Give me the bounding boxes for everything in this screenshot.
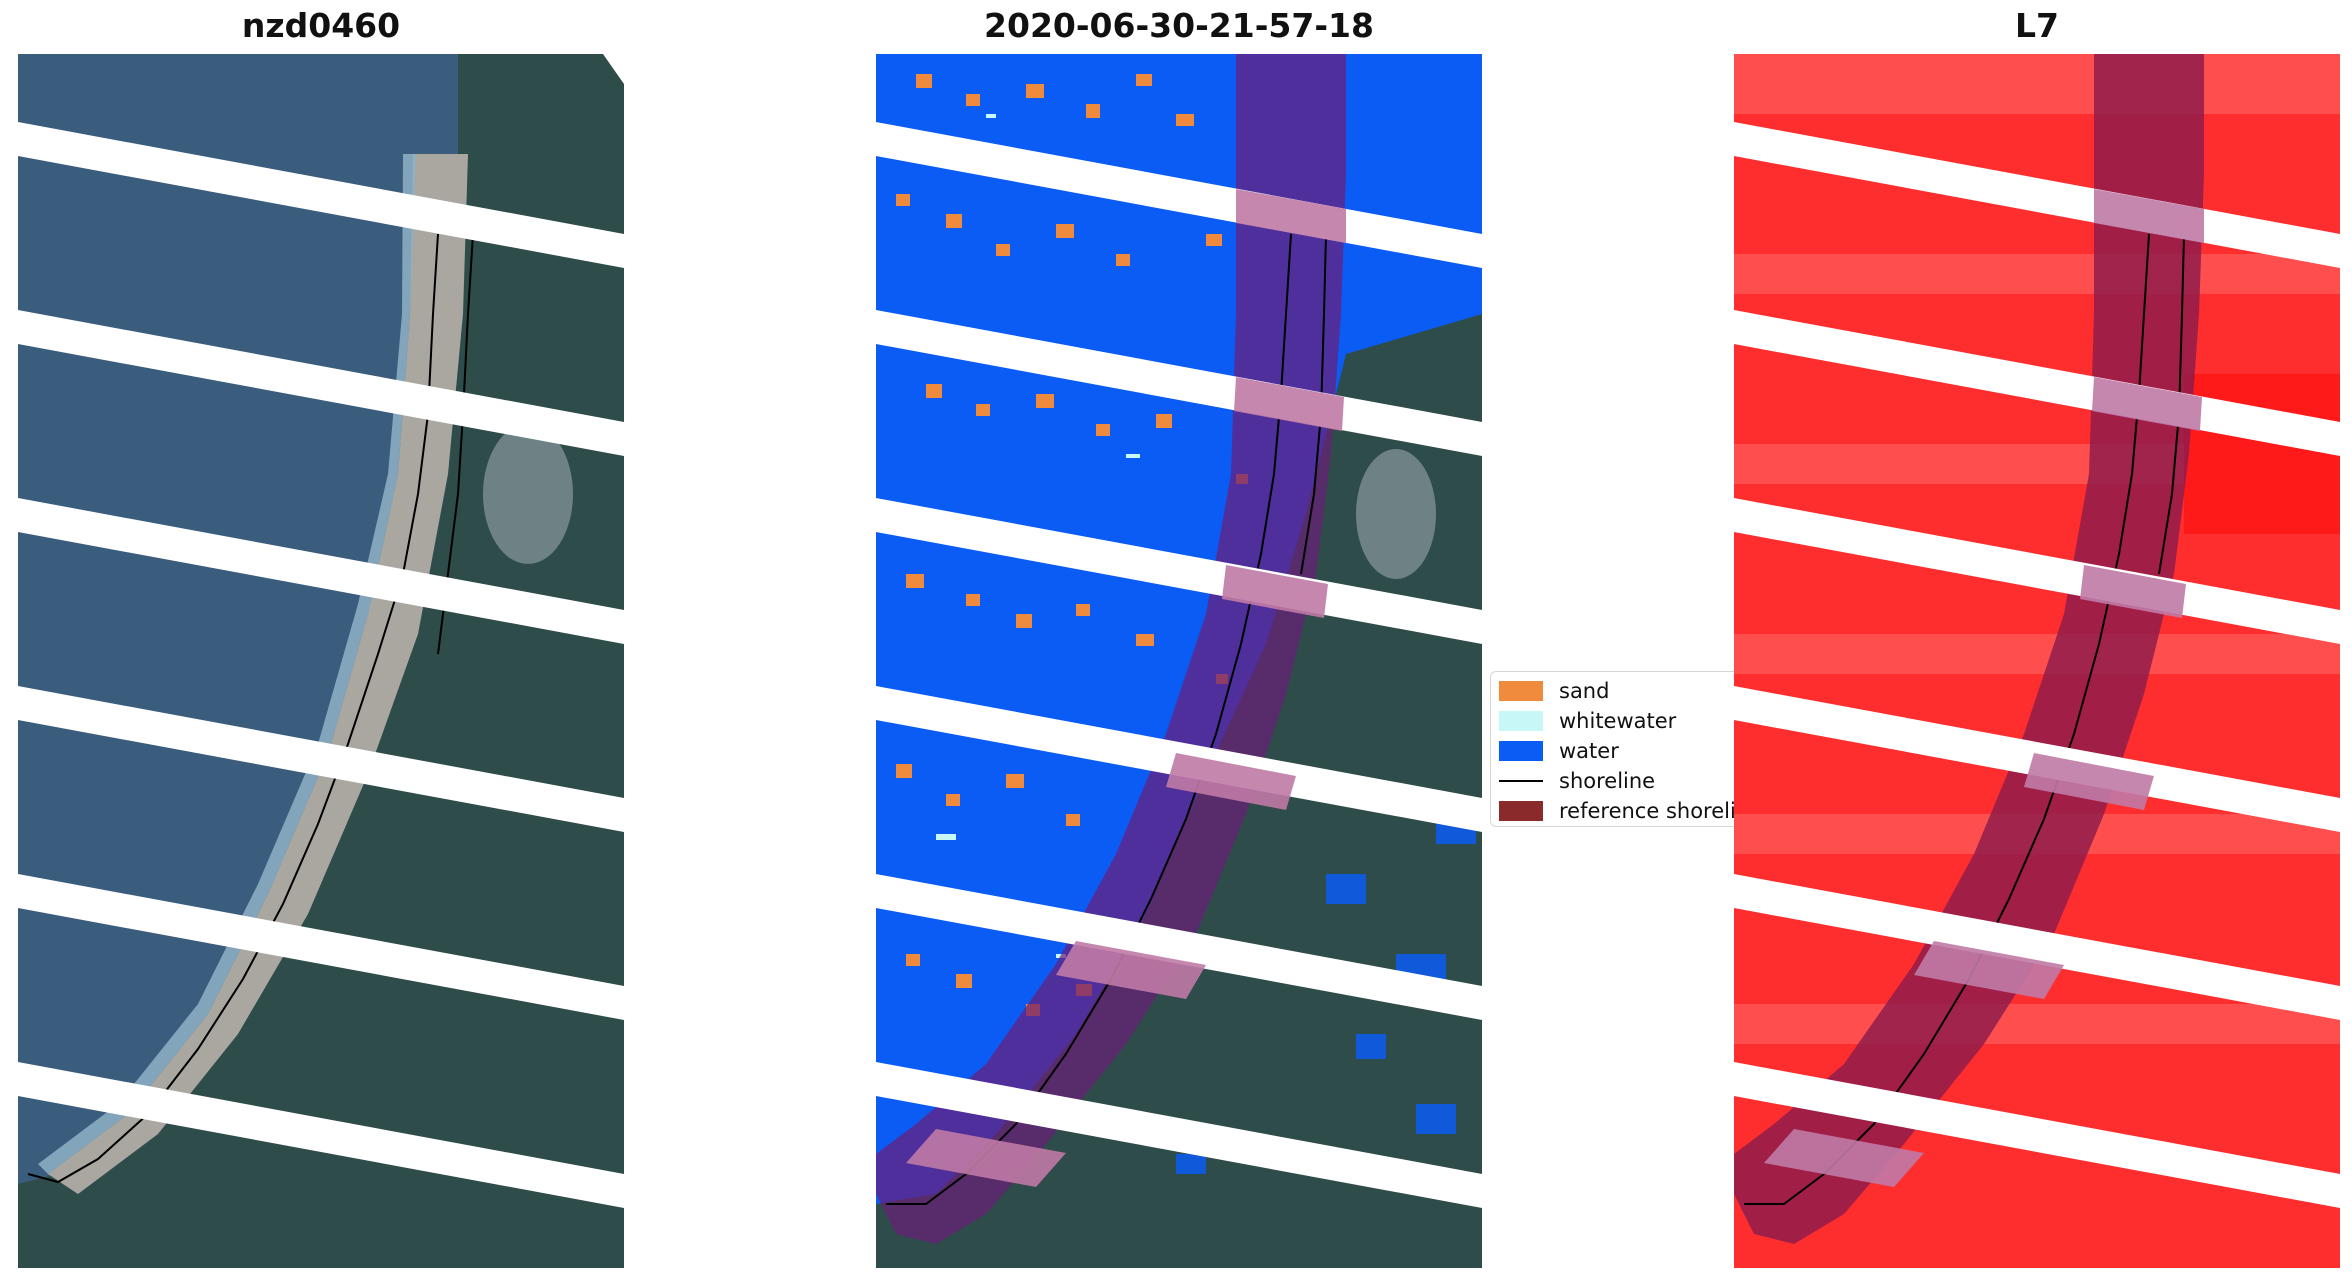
legend-label-shoreline: shoreline xyxy=(1559,769,1656,793)
legend-label-reference-shoreline: reference shoreline xyxy=(1559,799,1763,823)
legend-label-sand: sand xyxy=(1559,679,1610,703)
classification-panel xyxy=(876,54,1482,1268)
panel-title-1: nzd0460 xyxy=(241,6,401,45)
legend-label-water: water xyxy=(1559,739,1619,763)
shoreline-line-swatch xyxy=(1499,780,1543,782)
legend-label-whitewater: whitewater xyxy=(1559,709,1677,733)
legend-item-shoreline: shoreline xyxy=(1491,766,1655,796)
panel-title-2: 2020-06-30-21-57-18 xyxy=(984,6,1374,45)
l7-image xyxy=(1734,54,2340,1268)
legend-item-water: water xyxy=(1491,736,1619,766)
reference-shoreline-buffer-l7 xyxy=(1734,54,2204,1244)
sand-pixels xyxy=(896,74,1248,1016)
legend-item-reference-shoreline: reference shoreline xyxy=(1491,796,1762,826)
whitewater-swatch xyxy=(1499,711,1543,731)
rgb-image-panel xyxy=(18,54,624,1268)
panel-title-3: L7 xyxy=(2015,6,2059,45)
legend-item-whitewater: whitewater xyxy=(1491,706,1676,736)
classification-image xyxy=(876,54,1482,1268)
legend-item-sand: sand xyxy=(1491,676,1609,706)
water-swatch xyxy=(1499,741,1543,761)
sand-swatch xyxy=(1499,681,1543,701)
reference-shoreline-buffer xyxy=(876,54,1346,1244)
rgb-satellite-image xyxy=(18,54,624,1268)
reference-shoreline-swatch xyxy=(1499,801,1543,821)
l7-panel xyxy=(1734,54,2340,1268)
